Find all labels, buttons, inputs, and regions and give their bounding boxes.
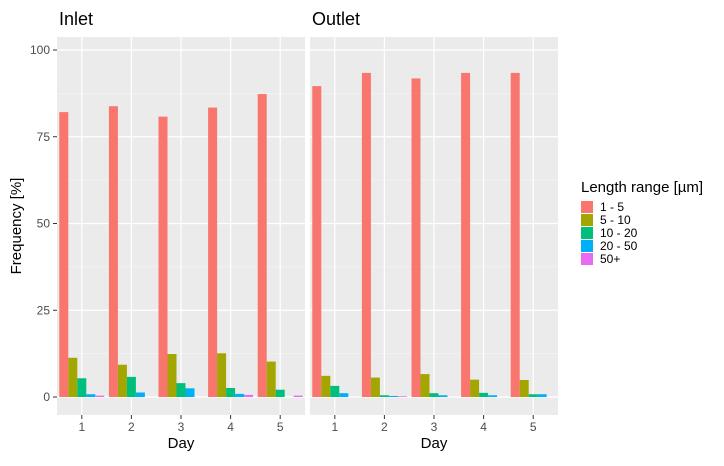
legend-label: 10 - 20 <box>600 226 638 240</box>
bar-20-50-day-5 <box>537 394 547 397</box>
bar-5-10-day-4 <box>470 379 480 397</box>
bar-10-20-day-2 <box>379 395 389 397</box>
bar-5-10-day-2 <box>370 377 380 397</box>
bar-10-20-day-3 <box>429 393 439 397</box>
bar-5-10-day-1 <box>321 375 331 397</box>
bar-1-5-day-5 <box>257 94 267 397</box>
bar-5-10-day-1 <box>68 357 78 397</box>
panel-outlet: 1 2 3 4 5 Day Outlet <box>310 9 558 452</box>
y-tick-label: 75 <box>37 130 51 144</box>
bar-10-20-day-2 <box>126 376 136 397</box>
legend-swatch <box>581 214 593 226</box>
bar-1-5-day-4 <box>461 72 471 397</box>
x-tick-label: 3 <box>178 420 185 434</box>
bar-1-5-day-2 <box>361 72 371 397</box>
bar-20-50-day-2 <box>135 392 145 397</box>
bar-1-5-day-1 <box>312 86 322 397</box>
bar-10-20-day-3 <box>176 383 186 397</box>
panel-title: Outlet <box>312 9 360 29</box>
legend-swatch <box>581 240 593 252</box>
bar-10-20-day-4 <box>479 392 489 397</box>
bar-5-10-day-4 <box>217 353 227 397</box>
y-tick-label: 0 <box>43 390 50 404</box>
x-tick-label: 5 <box>530 420 537 434</box>
bar-5-10-day-3 <box>167 353 177 397</box>
x-tick-label: 2 <box>128 420 135 434</box>
bar-20-50-day-2 <box>388 395 398 397</box>
bar-50plus-day-4 <box>244 394 254 397</box>
bar-5-10-day-5 <box>266 361 276 397</box>
x-tick-label: 1 <box>331 420 338 434</box>
y-axis-label: Frequency [%] <box>8 178 25 275</box>
legend-swatch <box>581 227 593 239</box>
y-axis: 0 25 50 75 100 Frequency [%] <box>8 43 57 404</box>
x-tick-label: 1 <box>78 420 85 434</box>
bar-5-10-day-5 <box>519 379 529 397</box>
y-tick-label: 25 <box>37 303 51 317</box>
bar-10-20-day-1 <box>77 378 87 397</box>
legend-swatch <box>581 253 593 265</box>
bar-1-5-day-3 <box>158 116 168 398</box>
x-axis-label: Day <box>421 435 448 452</box>
bar-1-5-day-1 <box>59 112 69 397</box>
x-axis-label: Day <box>168 435 195 452</box>
legend-swatch <box>581 201 593 213</box>
x-tick-label: 4 <box>480 420 487 434</box>
x-tick-label: 4 <box>227 420 234 434</box>
bar-20-50-day-1 <box>339 393 349 397</box>
bar-50plus-day-5 <box>293 395 303 397</box>
legend-label: 1 - 5 <box>600 200 624 214</box>
panel-inlet: 1 2 3 4 5 Day Inlet <box>57 9 305 452</box>
bar-1-5-day-2 <box>108 106 118 398</box>
bar-50plus-day-2 <box>397 396 407 397</box>
bar-1-5-day-3 <box>411 78 421 397</box>
panel-title: Inlet <box>59 9 93 29</box>
bar-50plus-day-1 <box>95 395 105 397</box>
legend-label: 50+ <box>600 252 620 266</box>
bar-10-20-day-4 <box>226 387 236 397</box>
bar-1-5-day-5 <box>510 72 520 397</box>
bar-20-50-day-3 <box>185 388 195 397</box>
legend-label: 5 - 10 <box>600 213 631 227</box>
legend-title: Length range [µm] <box>581 179 703 196</box>
bar-20-50-day-3 <box>438 395 448 397</box>
bar-20-50-day-4 <box>488 395 498 397</box>
legend-label: 20 - 50 <box>600 239 638 253</box>
x-tick-label: 3 <box>431 420 438 434</box>
x-tick-label: 5 <box>277 420 284 434</box>
y-tick-label: 50 <box>37 217 51 231</box>
y-tick-label: 100 <box>30 43 50 57</box>
bar-10-20-day-5 <box>528 394 538 397</box>
bar-10-20-day-5 <box>275 389 285 397</box>
bar-20-50-day-1 <box>86 394 96 397</box>
bar-1-5-day-4 <box>208 107 218 398</box>
bar-5-10-day-3 <box>420 374 430 397</box>
bar-10-20-day-1 <box>330 385 340 397</box>
bar-20-50-day-4 <box>235 393 245 397</box>
x-tick-label: 2 <box>381 420 388 434</box>
bar-5-10-day-2 <box>117 364 127 397</box>
